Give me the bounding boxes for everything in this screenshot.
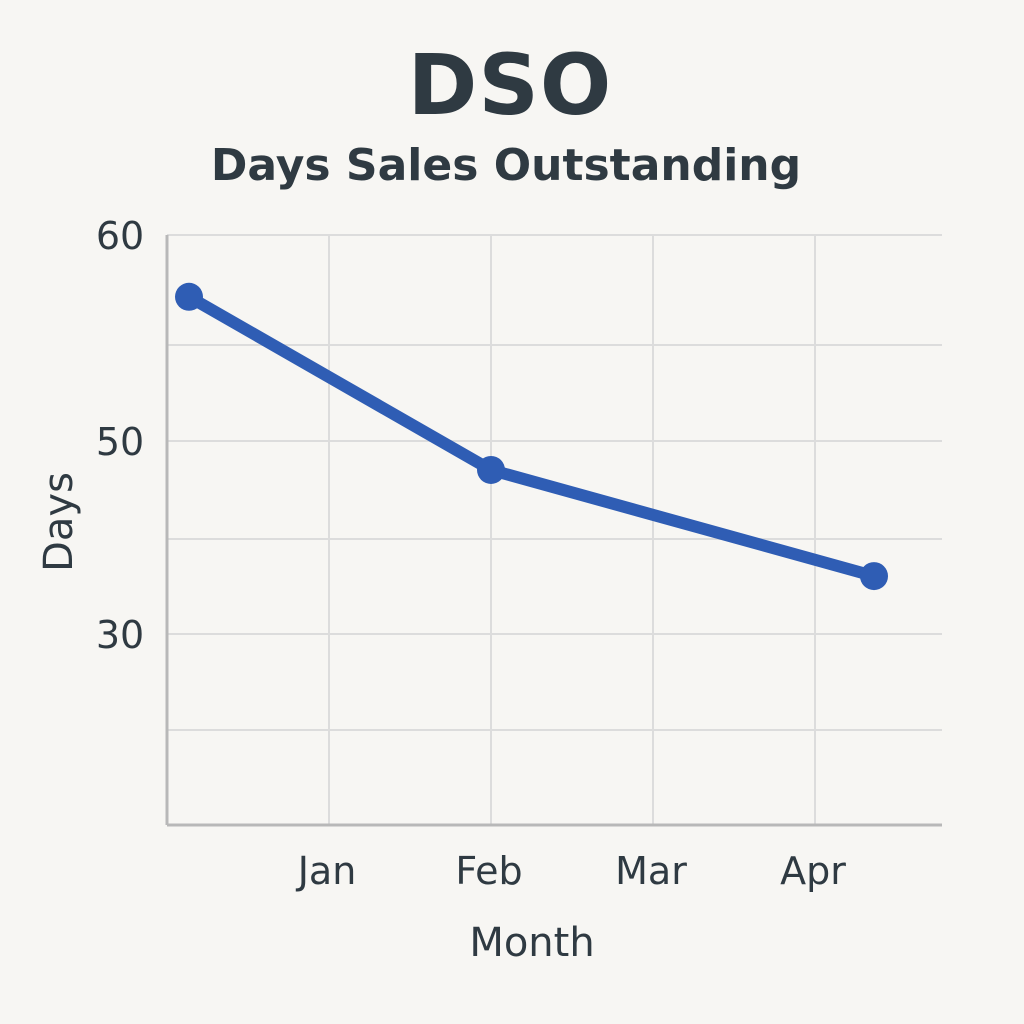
x-tick-label-mar: Mar <box>615 849 687 893</box>
data-point-apr <box>860 562 888 591</box>
y-axis-title: Days <box>36 472 82 572</box>
chart-subtitle: Days Sales Outstanding <box>210 140 802 191</box>
series-group <box>175 282 888 591</box>
data-point-dec <box>175 282 203 311</box>
axes <box>165 235 942 827</box>
x-tick-label-jan: Jan <box>296 849 357 893</box>
data-point-feb <box>477 455 505 484</box>
x-tick-labels: Jan Feb Mar Apr <box>296 849 847 893</box>
y-tick-label-60: 60 <box>96 214 144 258</box>
y-tick-label-30: 30 <box>96 613 144 657</box>
y-tick-labels: 60 50 30 <box>96 214 144 657</box>
x-axis-title: Month <box>469 920 594 966</box>
grid-lines <box>167 234 942 825</box>
x-tick-label-feb: Feb <box>455 849 522 893</box>
chart-title: DSO <box>407 36 613 134</box>
series-line-0 <box>183 290 880 583</box>
y-tick-label-50: 50 <box>96 420 144 464</box>
x-tick-label-apr: Apr <box>780 849 846 893</box>
